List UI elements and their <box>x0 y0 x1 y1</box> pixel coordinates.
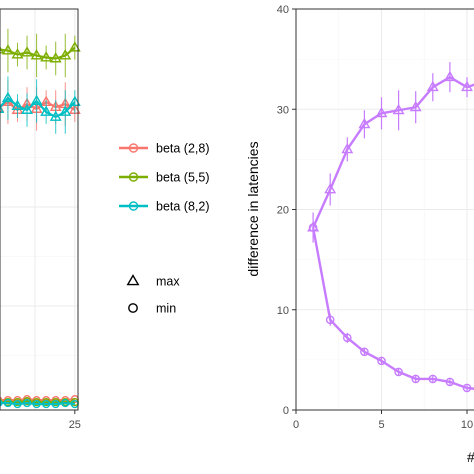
right-y-tick-label: 40 <box>277 4 289 16</box>
right-y-ticks: 0 10 20 30 40 <box>277 4 296 417</box>
left-triangle-point <box>21 103 33 114</box>
left-triangle-point <box>68 95 81 107</box>
right-x-axis-title: # <box>467 449 474 465</box>
left-triangle-point <box>1 91 14 103</box>
right-circle-point <box>342 333 352 343</box>
right-circle-point <box>411 374 421 384</box>
left-series-line <box>0 401 75 406</box>
right-x-tick-label: 0 <box>293 419 299 431</box>
left-panel-background <box>0 9 78 410</box>
legend-label: beta (8,2) <box>156 200 210 214</box>
right-y-tick-label: 0 <box>283 405 289 417</box>
left-series-line <box>0 46 76 60</box>
legend-shape-label: max <box>156 275 180 289</box>
left-circle-point <box>51 399 60 409</box>
right-triangle-point <box>375 106 388 118</box>
legend-color-point <box>128 143 139 153</box>
left-triangle-point <box>40 105 53 116</box>
right-y-axis-title: difference in latencies <box>245 141 261 276</box>
left-triangle-point <box>59 105 72 116</box>
right-triangle-point <box>358 117 371 129</box>
legend-color-point <box>128 201 139 211</box>
left-circle-point <box>42 399 51 409</box>
right-x-tick-label: 10 <box>461 419 473 431</box>
right-circle-point <box>394 367 403 377</box>
right-y-tick-label: 20 <box>277 205 289 217</box>
left-triangle-point <box>1 44 14 55</box>
right-triangle-point <box>392 103 405 115</box>
left-triangle-point <box>59 49 72 60</box>
right-series-line <box>311 227 474 390</box>
left-circle-point <box>32 399 41 409</box>
left-triangle-point <box>49 110 62 121</box>
left-circle-point <box>13 399 22 409</box>
left-triangle-point <box>30 49 43 60</box>
legend-color-point <box>128 172 139 182</box>
legend-circle-icon <box>128 303 138 313</box>
left-panel-border <box>0 8 79 411</box>
left-panel: 25 <box>0 8 81 431</box>
left-circle-point <box>22 398 32 408</box>
right-triangle-point <box>341 142 354 154</box>
left-x-tick-label: 25 <box>69 419 81 431</box>
right-circle-point <box>462 383 472 393</box>
left-triangle-point <box>0 46 5 54</box>
right-circle-point <box>308 223 318 232</box>
right-y-tick-label: 30 <box>277 104 289 116</box>
left-triangle-point <box>21 46 33 57</box>
right-y-tick-label: 10 <box>277 305 289 317</box>
left-circle-point <box>3 398 13 408</box>
right-circle-point <box>377 356 386 366</box>
right-circle-point <box>445 377 455 387</box>
left-triangle-point <box>30 94 43 106</box>
right-circle-point <box>325 315 335 325</box>
left-triangle-point <box>0 105 5 113</box>
right-x-tick-label: 5 <box>378 419 384 431</box>
right-triangle-point <box>443 70 456 82</box>
legend-shape-label: min <box>156 302 176 316</box>
right-plot-marks <box>307 62 474 393</box>
left-x-ticks: 25 <box>69 410 81 431</box>
right-circle-point <box>428 374 438 384</box>
left-circle-point <box>0 399 3 407</box>
right-x-ticks: 0 5 10 <box>293 410 473 431</box>
left-triangle-point <box>49 52 62 63</box>
legend: beta (2,8) beta (5,5) beta (8,2) max min <box>119 142 210 316</box>
right-circle-point <box>360 347 369 357</box>
left-triangle-point <box>68 41 81 52</box>
left-plot-marks <box>0 28 81 409</box>
legend-label: beta (2,8) <box>156 142 210 156</box>
right-triangle-point <box>461 80 473 92</box>
right-triangle-point <box>426 80 439 92</box>
legend-triangle-icon <box>126 274 140 286</box>
left-triangle-point <box>40 51 53 62</box>
right-triangle-point <box>324 183 337 194</box>
left-triangle-point <box>11 99 24 110</box>
right-panel: 0 10 20 30 40 0 5 10 difference in latencies # <box>245 4 474 465</box>
left-circle-point <box>61 398 70 408</box>
left-triangle-point <box>11 48 24 59</box>
legend-label: beta (5,5) <box>156 171 210 185</box>
left-series-line <box>0 398 75 402</box>
right-triangle-point <box>409 100 422 112</box>
right-series-line <box>312 75 474 229</box>
